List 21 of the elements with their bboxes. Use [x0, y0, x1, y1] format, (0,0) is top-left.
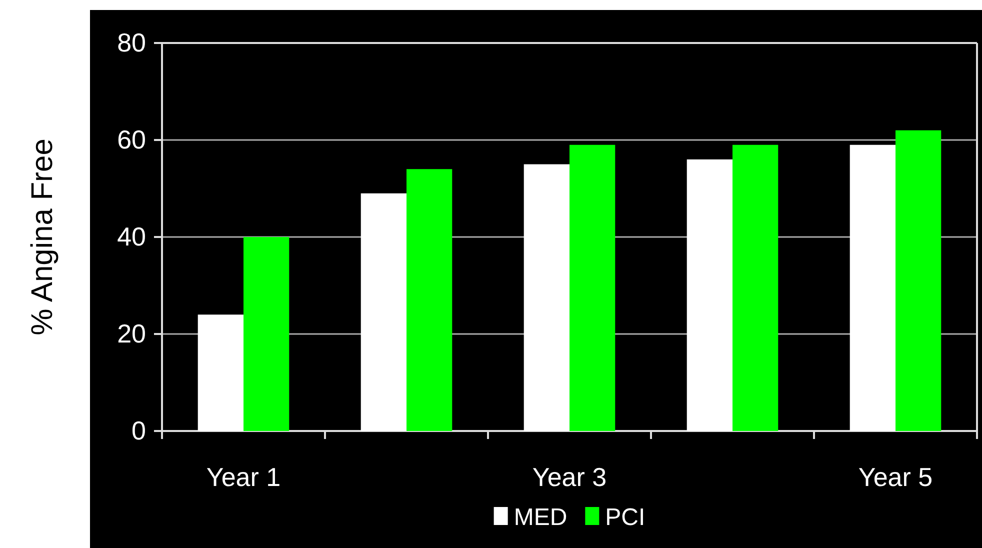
bar	[360, 193, 406, 431]
y-tick-label: 80	[117, 27, 146, 58]
x-tick-label: Year 1	[206, 462, 281, 492]
y-axis-title: % Angina Free	[26, 138, 59, 336]
x-tick-label: Year 3	[532, 462, 607, 492]
x-tick-label: Year 5	[858, 462, 933, 492]
y-tick-label: 20	[117, 318, 146, 348]
bar	[686, 159, 732, 431]
bar	[406, 169, 452, 431]
bar	[198, 314, 244, 431]
bar	[896, 130, 942, 431]
bar	[732, 144, 778, 431]
bar	[524, 164, 570, 431]
y-tick-label: 0	[132, 415, 146, 446]
y-tick-label: 40	[117, 221, 146, 252]
y-tick-label: 60	[117, 124, 146, 154]
bar	[850, 144, 896, 431]
bar	[244, 237, 290, 431]
legend-label: MED	[514, 504, 568, 531]
bar	[570, 144, 616, 431]
legend-label: PCI	[605, 504, 646, 531]
